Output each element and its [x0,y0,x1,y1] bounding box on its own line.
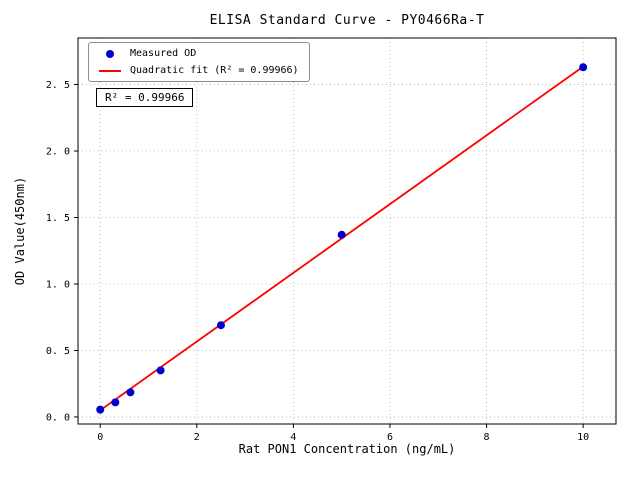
legend-entry-measured-od: Measured OD [99,48,299,59]
data-point [579,63,588,72]
x-axis-label: Rat PON1 Concentration (ng/mL) [238,442,456,456]
chart-title: ELISA Standard Curve - PY0466Ra-T [209,13,485,28]
data-point [126,388,135,397]
data-point [156,366,165,375]
x-tick-label: 6 [387,432,393,443]
y-axis-label: OD Value(450nm) [13,176,27,286]
data-point [96,405,105,414]
legend-label-quadratic-fit: Quadratic fit (R² = 0.99966) [130,65,299,76]
x-tick-label: 4 [290,432,296,443]
r-squared-annotation: R² = 0.99966 [96,88,194,107]
data-point [337,230,346,239]
y-tick-label: 0. 5 [46,346,70,357]
legend-label-measured-od: Measured OD [130,48,197,59]
x-tick-label: 8 [484,432,490,443]
axis-frame [77,37,617,425]
legend-entry-quadratic-fit: Quadratic fit (R² = 0.99966) [99,65,299,76]
data-point [216,321,225,330]
x-tick-label: 0 [97,432,103,443]
y-tick-label: 0. 0 [46,412,70,423]
data-point [111,398,120,407]
legend: Measured OD Quadratic fit (R² = 0.99966) [88,42,310,82]
measured-od-marker-icon [106,49,114,58]
y-tick-label: 2. 0 [46,147,70,158]
y-tick-label: 1. 0 [46,279,70,290]
y-tick-label: 1. 5 [46,213,70,224]
x-tick-label: 10 [577,432,589,443]
fit-line-marker-icon [99,69,121,72]
x-tick-label: 2 [194,432,200,443]
y-tick-label: 2. 5 [46,80,70,91]
